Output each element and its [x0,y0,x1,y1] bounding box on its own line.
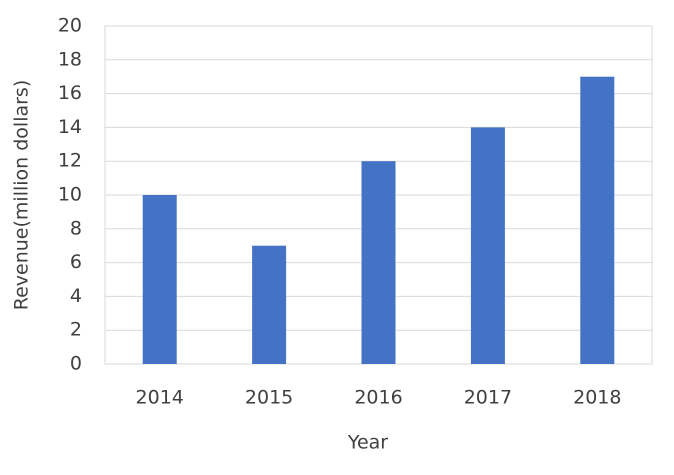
y-tick-label: 8 [70,217,82,239]
bar [142,195,177,364]
bar [252,245,287,364]
x-tick-label: 2015 [245,387,293,409]
y-axis-label: Revenue(million dollars) [11,80,33,311]
x-tick-label: 2018 [573,387,621,409]
x-tick-label: 2014 [136,387,184,409]
y-tick-label: 10 [58,184,82,206]
bar [580,76,615,364]
x-tick-label: 2017 [464,387,512,409]
x-tick-label: 2016 [354,387,402,409]
y-tick-label: 6 [70,251,82,273]
y-tick-label: 16 [58,82,82,104]
bar [470,127,505,365]
y-tick-label: 0 [70,353,82,375]
bar [361,161,396,364]
y-tick-label: 20 [58,15,82,37]
y-tick-label: 18 [58,48,82,70]
y-tick-label: 4 [70,285,82,307]
x-axis-label: Year [347,432,388,454]
y-tick-label: 12 [58,150,82,172]
y-tick-label: 2 [70,319,82,341]
y-tick-label: 14 [58,116,82,138]
